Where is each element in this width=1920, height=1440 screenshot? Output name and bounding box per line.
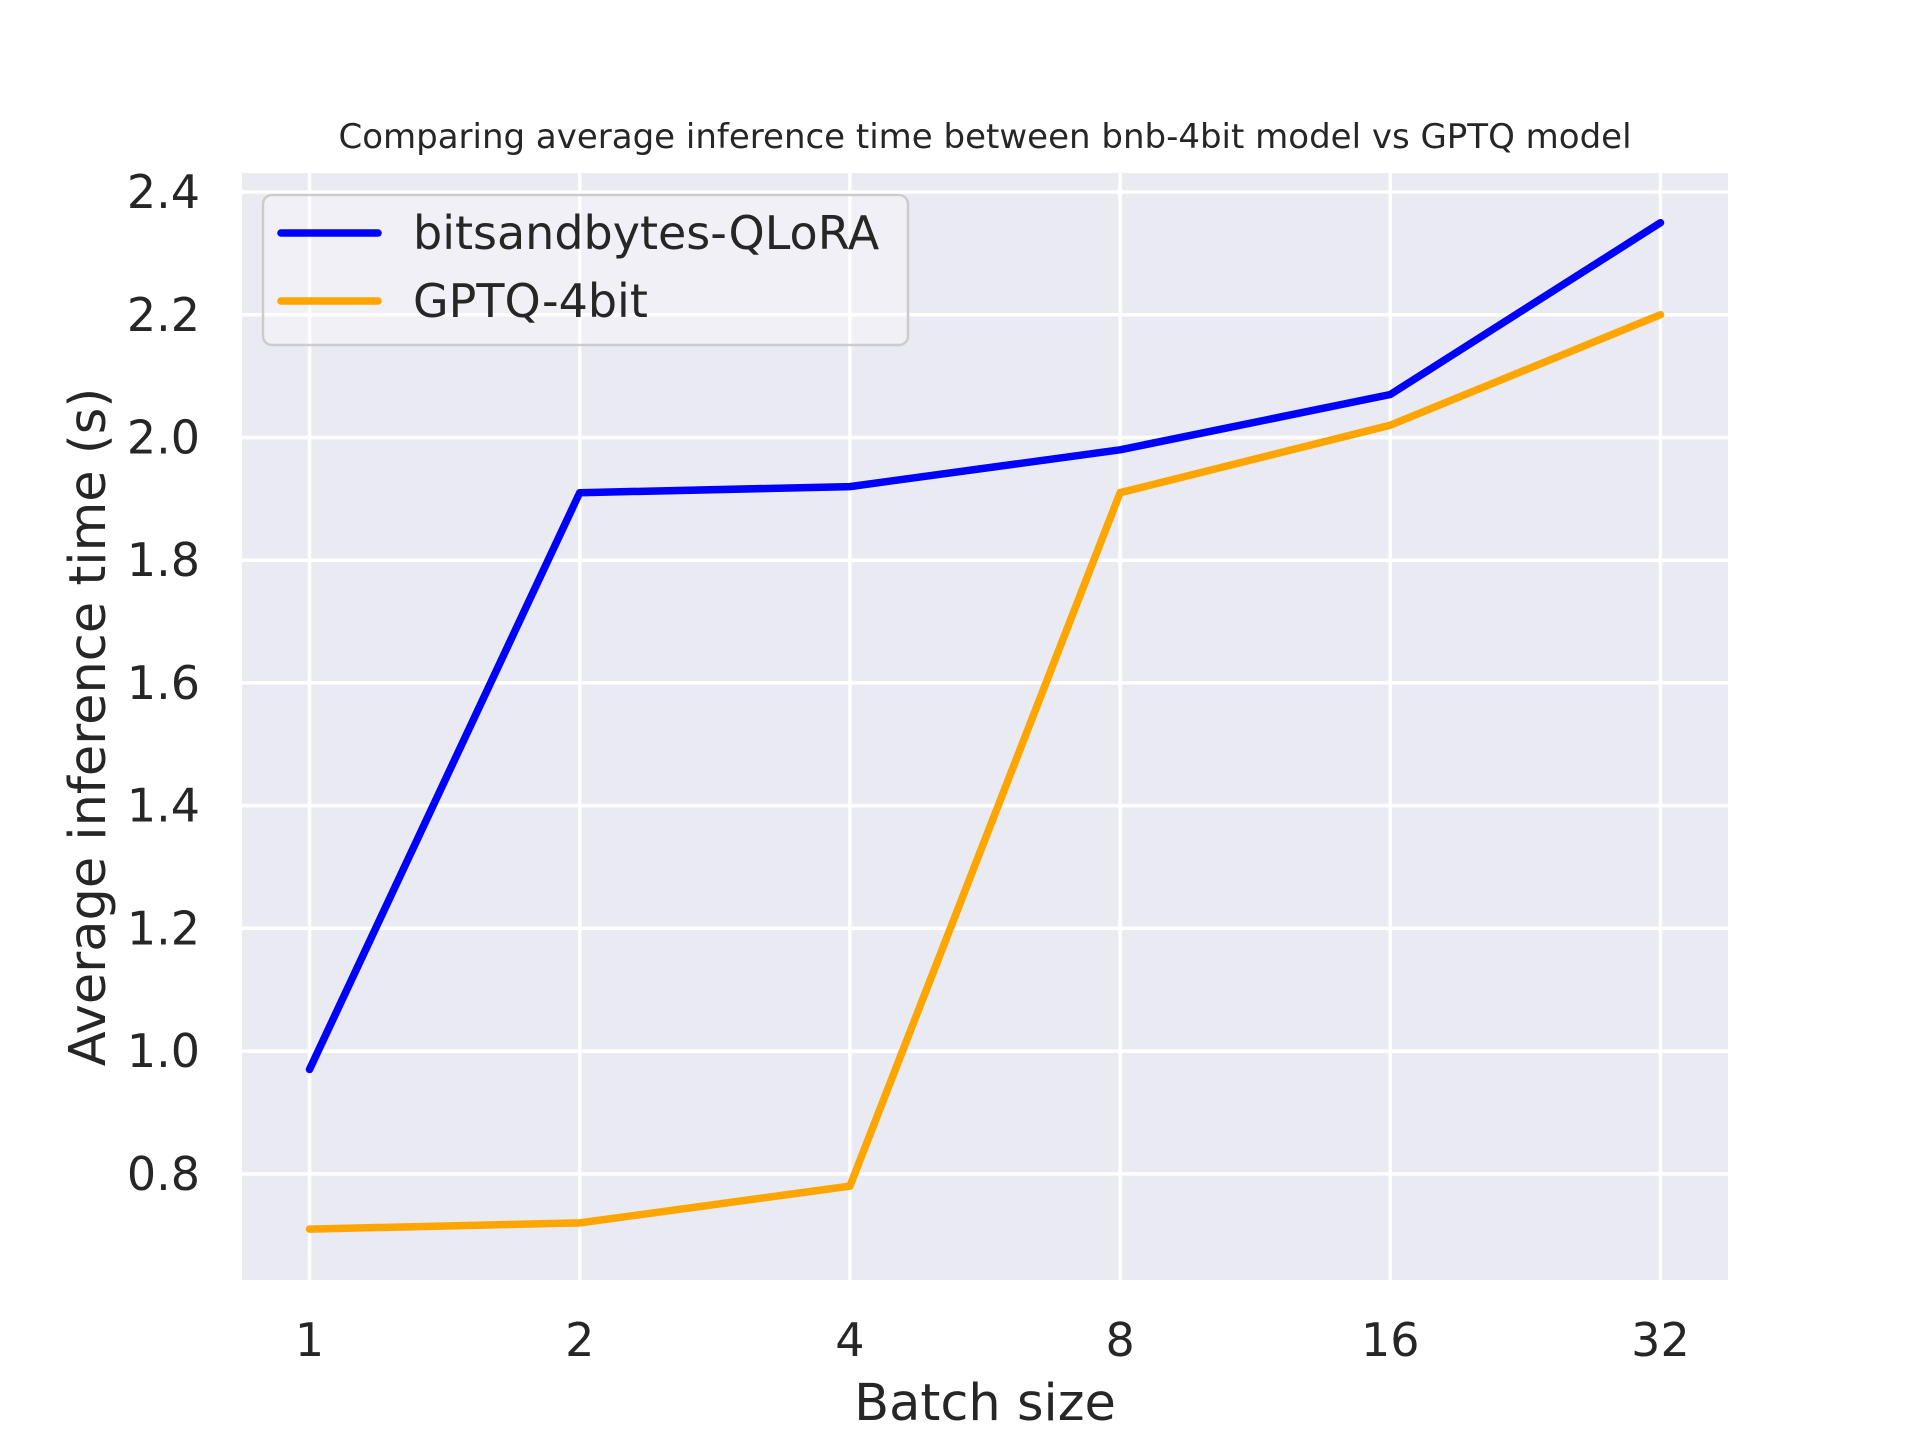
y-tick-label: 2.2 — [127, 288, 200, 342]
y-axis-label: Average inference time (s) — [59, 388, 118, 1066]
y-tick-label: 1.0 — [127, 1024, 200, 1078]
x-tick-label: 2 — [565, 1313, 594, 1367]
legend-box — [261, 193, 910, 347]
x-tick-label: 16 — [1361, 1313, 1420, 1367]
y-tick-label: 0.8 — [127, 1147, 200, 1201]
series-line-gptq-4bit — [305, 310, 1665, 1233]
x-axis-label: Batch size — [854, 1374, 1116, 1433]
y-tick-label: 1.4 — [127, 779, 200, 833]
y-tick-label: 1.8 — [127, 533, 200, 587]
y-tick-label: 1.6 — [127, 656, 200, 710]
y-tick-label: 2.4 — [127, 165, 200, 219]
plot-area-background — [242, 173, 1728, 1280]
plot-layer: 0.8 1.0 1.2 1.4 1.6 1.8 2.0 2.2 2.4 1 2 4 8 16 32 bitsa… — [127, 165, 1728, 1367]
legend-entry-label: bitsandbytes-QLoRA — [413, 206, 880, 260]
series-line-bitsandbytes-qlora — [305, 218, 1665, 1074]
y-tick-label: 1.2 — [127, 901, 200, 955]
x-tick-label: 8 — [1105, 1313, 1134, 1367]
x-tick-label: 4 — [835, 1313, 864, 1367]
x-tick-label: 1 — [295, 1313, 324, 1367]
chart-title: Comparing average inference time between… — [338, 117, 1631, 157]
y-tick-label: 2.0 — [127, 410, 200, 464]
x-tick-label: 32 — [1631, 1313, 1690, 1367]
legend-entry-label: GPTQ-4bit — [413, 274, 648, 328]
